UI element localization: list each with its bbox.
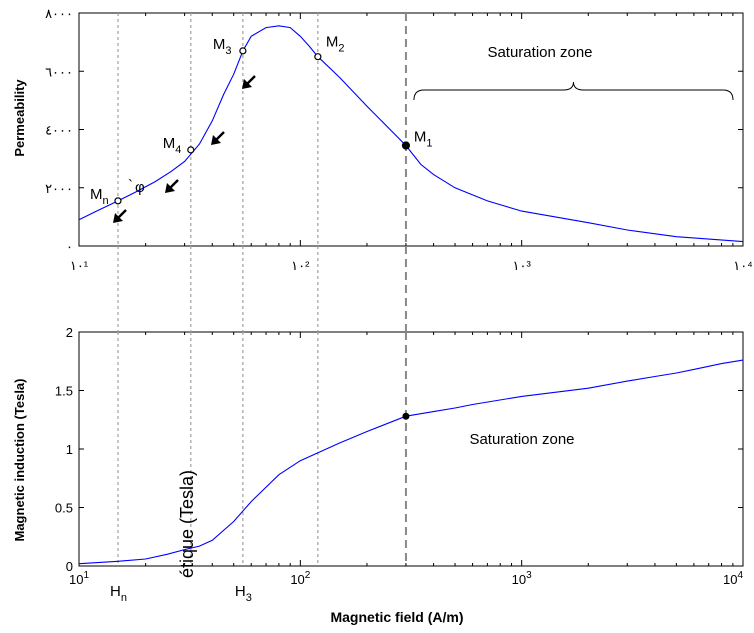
permeability-axis-label: Permeability	[12, 79, 27, 157]
h-labels: Hn H3	[110, 583, 252, 604]
permeability-ytick-label: ٦٠٠٠	[45, 64, 73, 79]
magnetic-field-axis-label: Magnetic field (A/m)	[330, 609, 463, 625]
permeability-xtick-label: ١٠³	[513, 258, 532, 273]
h-label: H3	[235, 583, 252, 604]
marker-point	[314, 53, 322, 61]
arrow-head	[165, 183, 175, 193]
induction-xtick-label: 101	[69, 570, 89, 587]
induction-curve	[78, 359, 744, 565]
marker-label: M3	[213, 36, 232, 57]
marker-point	[187, 146, 195, 154]
permeability-guides	[117, 13, 407, 246]
induction-ytick-label: 1	[66, 442, 73, 457]
permeability-ytick-label: ٨٠٠٠	[45, 6, 73, 21]
permeability-ytick-label: ٤٠٠٠	[45, 123, 73, 138]
permeability-axes: ٠ ٢٠٠٠ ٤٠٠٠ ٦٠٠٠ ٨٠٠٠ ١٠¹ ١٠² ١٠³ ١٠⁴ M1 M2 M3 M4 Mn…	[12, 6, 753, 273]
permeability-ytick-label: ٠	[66, 239, 73, 254]
rotated-overlay-text: étique (Tesla)	[177, 470, 197, 578]
arrow-head	[242, 79, 252, 89]
arrow-head	[211, 135, 221, 145]
arrow-head	[113, 213, 123, 223]
stray-tick-glyph: `	[128, 177, 133, 194]
marker-point	[239, 47, 247, 55]
saturation-zone-label-bottom: Saturation zone	[469, 431, 574, 448]
marker-point	[402, 412, 410, 420]
saturation-zone-brace	[413, 81, 734, 101]
induction-xtick-label: 103	[512, 570, 532, 587]
permeability-xtick-label: ١٠¹	[70, 258, 89, 273]
induction-ytick-label: 0	[66, 559, 73, 574]
h-label: Hn	[110, 583, 127, 604]
saturation-zone-label-top: Saturation zone	[487, 44, 592, 61]
marker-point	[114, 197, 122, 205]
induction-axes: 0 0.5 1 1.5 2 101 102 103 104 Saturation zone Ma…	[12, 246, 744, 625]
marker-label: M2	[326, 34, 345, 55]
induction-xtick-label: 104	[723, 570, 743, 587]
permeability-ticks: ٠ ٢٠٠٠ ٤٠٠٠ ٦٠٠٠ ٨٠٠٠ ١٠¹ ١٠² ١٠³ ١٠⁴	[45, 6, 753, 273]
induction-ticks: 0 0.5 1 1.5 2 101 102 103 104	[55, 325, 744, 587]
permeability-plot-frame	[78, 12, 744, 247]
permeability-xtick-label: ١٠⁴	[733, 258, 753, 273]
induction-markers	[402, 412, 410, 420]
marker-label: M1	[414, 129, 433, 150]
permeability-curve	[78, 25, 744, 243]
marker-label: Mn	[90, 186, 109, 207]
stray-phi-glyph: φ	[135, 179, 145, 196]
permeability-xtick-label: ١٠²	[291, 258, 310, 273]
permeability-ytick-label: ٢٠٠٠	[45, 181, 73, 196]
induction-ytick-label: 1.5	[55, 384, 73, 399]
induction-xtick-label: 102	[290, 570, 310, 587]
marker-point	[401, 141, 411, 150]
induction-ytick-label: 0.5	[55, 501, 73, 516]
marker-label: M4	[163, 135, 182, 156]
permeability-arrows	[113, 75, 256, 223]
induction-guides	[117, 246, 407, 566]
induction-ytick-label: 2	[66, 325, 73, 340]
induction-axis-label: Magnetic induction (Tesla)	[12, 379, 27, 542]
